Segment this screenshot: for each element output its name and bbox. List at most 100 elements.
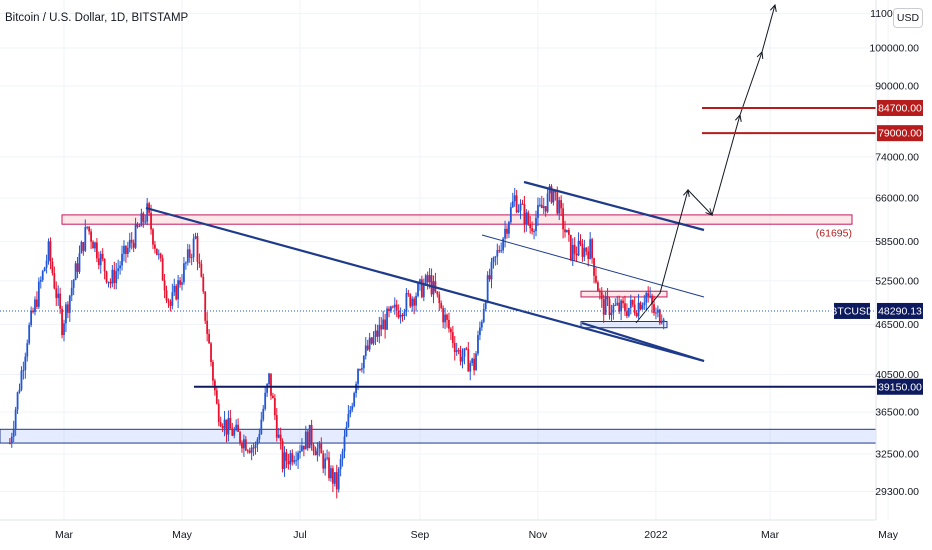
candle-body: [126, 247, 129, 254]
candle-body: [465, 348, 468, 350]
candle-body: [88, 226, 91, 232]
candle-body: [649, 295, 652, 297]
candle-body: [312, 445, 315, 452]
candle-body: [183, 263, 185, 283]
chart-title: Bitcoin / U.S. Dollar, 1D, BITSTAMP: [5, 12, 189, 24]
candle-body: [144, 221, 147, 223]
candle-body: [78, 253, 81, 272]
symbol-tag: BTCUSD: [830, 305, 874, 317]
candle-body: [260, 419, 263, 434]
consolidation-top-box: [580, 290, 668, 298]
candle-body: [68, 295, 71, 313]
candle-body: [370, 337, 373, 344]
candle-body: [134, 223, 137, 248]
candle-body: [179, 280, 181, 285]
candle-body: [372, 337, 375, 344]
candle-body: [378, 324, 381, 337]
candle-body: [397, 310, 400, 318]
candle-body: [140, 213, 143, 227]
channel-mid-line: [481, 234, 705, 298]
y-tick-label: 90000.00: [875, 81, 919, 93]
candle-body: [349, 409, 352, 414]
time-axis[interactable]: Mar May Jul Sep Nov 2022 Mar May: [55, 529, 899, 541]
candle-body: [637, 302, 640, 317]
candle-body: [212, 361, 214, 381]
candle-body: [200, 263, 203, 277]
candle-body: [113, 269, 116, 284]
candle-body: [121, 253, 123, 266]
candle-body: [631, 300, 634, 305]
candle-body: [581, 244, 584, 257]
candle-body: [571, 244, 574, 260]
candle-body: [359, 369, 361, 371]
candle-body: [479, 327, 481, 336]
candle-body: [146, 203, 149, 222]
y-tick-label: 58500.00: [875, 236, 919, 248]
candle-body: [154, 244, 156, 249]
x-tick-label: Mar: [55, 529, 74, 541]
candle-body: [662, 319, 665, 323]
candle-body: [368, 337, 371, 350]
x-tick-label: May: [878, 529, 899, 541]
consolidation-bottom-box: [580, 321, 668, 329]
candle-body: [161, 258, 164, 281]
candle-body: [61, 308, 63, 336]
y-tick-label: 46500.00: [875, 319, 919, 331]
arrowhead-2: [705, 208, 713, 216]
candle-body: [622, 300, 624, 304]
candle-body: [92, 241, 94, 249]
candle-body: [341, 451, 344, 460]
candle-body: [604, 296, 607, 315]
candle-body: [595, 275, 597, 283]
candle-body: [345, 426, 348, 437]
candle-body: [567, 229, 570, 235]
candle-body: [569, 234, 572, 260]
candle-body: [641, 305, 644, 310]
candle-body: [449, 328, 452, 333]
candle-body: [500, 250, 503, 252]
candle-body: [573, 244, 576, 254]
candle-body: [552, 189, 555, 203]
candle-body: [610, 312, 613, 315]
candle-body: [502, 238, 505, 251]
candle-body: [339, 459, 342, 469]
candle-body: [591, 239, 593, 259]
candle-body: [293, 460, 296, 463]
candle-body: [328, 457, 330, 479]
candle-body: [254, 444, 257, 448]
candle-body: [20, 370, 23, 390]
candle-body: [314, 451, 317, 456]
candle-body: [393, 304, 396, 308]
last-price-label: 48290.13: [878, 305, 922, 317]
candle-body: [455, 350, 458, 353]
y-tick-label: 36500.00: [875, 407, 919, 419]
candle-body: [10, 436, 13, 444]
candle-body: [301, 445, 303, 452]
candle-body: [47, 241, 50, 261]
candle-body: [186, 249, 189, 263]
candle-body: [84, 226, 87, 251]
candle-body: [540, 204, 543, 209]
candle-body: [608, 299, 611, 315]
candle-body: [600, 292, 603, 300]
level-label-box-2: [877, 378, 923, 395]
candle-body: [533, 231, 535, 233]
candle-body: [16, 392, 19, 410]
currency-badge[interactable]: USD: [893, 8, 923, 28]
channel-upper-line: [523, 180, 705, 232]
candle-body: [165, 290, 168, 301]
candle-body: [291, 453, 294, 463]
candle-body: [593, 258, 595, 276]
candle-body: [299, 451, 301, 453]
candle-body: [34, 299, 36, 313]
level-label-box-1: [877, 125, 923, 142]
candle-body: [70, 287, 73, 296]
candle-body: [401, 314, 404, 317]
candle-body: [546, 193, 549, 212]
candle-body: [486, 275, 489, 302]
candle-body: [386, 308, 388, 330]
candle-body: [351, 406, 354, 410]
candle-body: [223, 419, 226, 429]
x-tick-label: 2022: [644, 529, 668, 541]
